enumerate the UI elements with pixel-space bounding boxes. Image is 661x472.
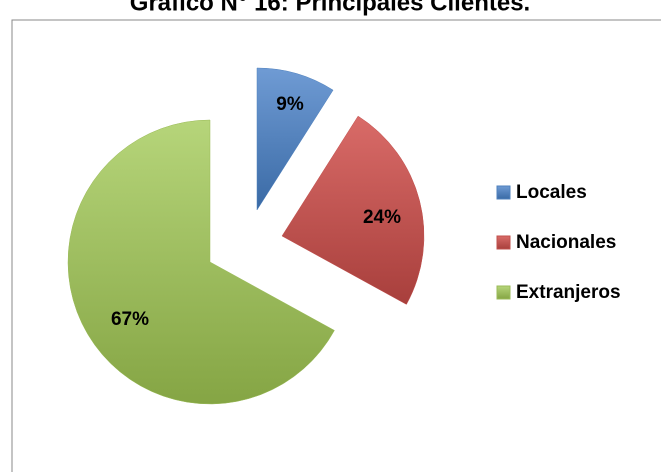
data-label: 67% (111, 309, 149, 330)
data-label: 24% (363, 207, 401, 228)
legend-label: Locales (516, 182, 587, 203)
pie-slice (67, 119, 335, 405)
legend-swatch (496, 185, 511, 200)
pie-slice (281, 115, 425, 305)
legend-swatch (496, 235, 511, 250)
pie-slice (256, 67, 334, 211)
data-label: 9% (276, 94, 304, 115)
legend-swatch (496, 285, 511, 300)
chart-title: Gráfico N° 16: Principales Clientes. (130, 0, 530, 16)
legend-label: Extranjeros (516, 282, 621, 303)
legend-label: Nacionales (516, 232, 616, 253)
